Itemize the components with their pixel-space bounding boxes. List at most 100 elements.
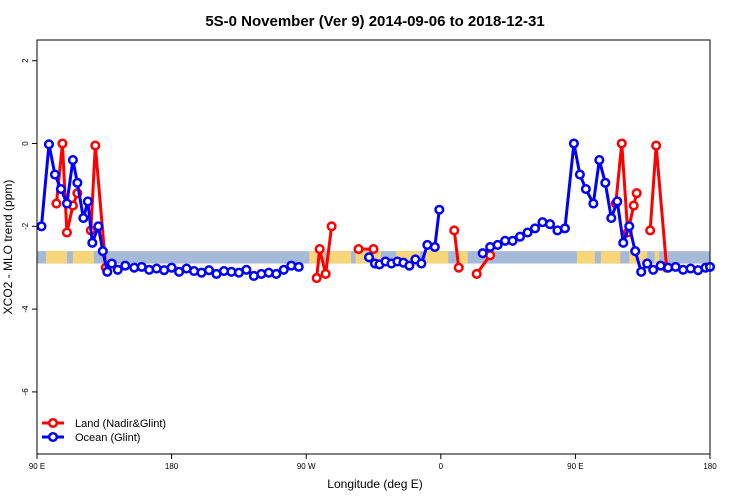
- data-point-land: [353, 244, 364, 255]
- legend-label-land: Land (Nadir&Glint): [75, 418, 166, 430]
- data-point-ocean: [102, 266, 113, 277]
- land-band-span: [600, 251, 621, 264]
- land-band-span: [425, 251, 449, 264]
- y-tick-label: -2: [21, 222, 30, 230]
- land-band-span: [654, 251, 660, 264]
- data-point-ocean: [544, 219, 556, 230]
- data-point-land: [61, 227, 72, 238]
- data-point-land: [51, 198, 62, 209]
- data-point-ocean: [49, 169, 60, 180]
- data-point-land: [628, 200, 639, 211]
- data-point-ocean: [416, 258, 427, 269]
- series-ocean: [36, 138, 716, 282]
- data-point-ocean: [580, 183, 591, 195]
- data-point-ocean: [241, 264, 252, 275]
- data-point-ocean: [278, 264, 289, 275]
- data-point-land: [311, 273, 322, 284]
- data-point-ocean: [293, 261, 304, 272]
- data-point-land: [314, 244, 325, 255]
- data-point-ocean: [404, 260, 415, 271]
- data-point-land: [320, 268, 331, 279]
- land-band-span: [327, 251, 352, 264]
- data-point-ocean: [67, 155, 78, 166]
- y-tick-label: -6: [21, 388, 30, 396]
- data-point-land: [651, 140, 662, 151]
- data-point-ocean: [120, 260, 131, 271]
- legend: Land (Nadir&Glint) Ocean (Glint): [42, 417, 166, 444]
- series-line-land: [315, 226, 334, 279]
- data-point-ocean: [630, 246, 641, 257]
- data-point-land: [645, 225, 656, 236]
- data-point-ocean: [203, 265, 215, 276]
- data-point-land: [449, 225, 460, 236]
- land-band-span: [576, 251, 595, 264]
- series-layer: [36, 138, 716, 284]
- data-point-ocean: [93, 221, 104, 232]
- chart-title: 5S-0 November (Ver 9) 2014-09-06 to 2018…: [205, 13, 544, 30]
- data-point-ocean: [559, 223, 570, 234]
- data-point-ocean: [568, 138, 579, 149]
- legend-marker-land: [47, 417, 59, 429]
- data-point-ocean: [61, 198, 72, 209]
- x-tick-label: 90 E: [567, 462, 583, 471]
- y-tick-label: -4: [21, 305, 30, 313]
- x-tick-label: 90 E: [29, 462, 45, 471]
- data-point-land: [368, 244, 379, 255]
- data-point-ocean: [594, 155, 605, 166]
- data-point-ocean: [363, 252, 375, 263]
- x-tick-label: 180: [703, 462, 717, 471]
- data-point-ocean: [618, 237, 629, 248]
- data-point-ocean: [434, 204, 445, 215]
- data-point-ocean: [166, 262, 177, 273]
- data-point-ocean: [574, 169, 585, 180]
- data-point-land: [57, 138, 68, 149]
- data-point-land: [453, 262, 464, 273]
- data-point-ocean: [522, 227, 533, 238]
- series-line-land: [648, 144, 669, 268]
- plot-area: [36, 39, 716, 455]
- x-axis: 90 E 180 90 W 0 90 E 180: [29, 453, 717, 471]
- legend-label-ocean: Ocean (Glint): [75, 432, 140, 444]
- data-point-ocean: [624, 221, 635, 232]
- data-point-ocean: [87, 237, 98, 248]
- data-point-ocean: [529, 223, 541, 234]
- data-point-ocean: [612, 196, 623, 207]
- data-point-ocean: [477, 248, 488, 259]
- data-point-ocean: [636, 266, 647, 277]
- data-point-land: [616, 138, 627, 149]
- data-point-ocean: [43, 139, 55, 150]
- data-point-ocean: [78, 212, 89, 224]
- data-point-ocean: [55, 183, 66, 195]
- data-point-land: [90, 140, 101, 151]
- data-point-ocean: [97, 246, 108, 257]
- land-band-span: [458, 251, 468, 264]
- land-band-span: [45, 251, 67, 264]
- data-point-land: [471, 268, 482, 279]
- data-point-ocean: [36, 221, 47, 232]
- y-tick-label: 2: [21, 58, 30, 63]
- data-point-ocean: [112, 264, 123, 275]
- x-axis-title: Longitude (deg E): [327, 477, 422, 491]
- data-point-land: [631, 188, 642, 199]
- data-point-ocean: [648, 264, 659, 275]
- legend-marker-ocean: [47, 431, 59, 443]
- data-point-ocean: [600, 177, 611, 188]
- data-point-ocean: [642, 258, 653, 269]
- data-point-ocean: [492, 239, 503, 250]
- x-tick-label: 0: [439, 462, 444, 471]
- x-tick-label: 90 W: [297, 462, 316, 471]
- data-point-ocean: [588, 198, 599, 209]
- data-point-ocean: [507, 235, 518, 246]
- series-line-land: [452, 230, 461, 268]
- land-band-span: [72, 251, 94, 264]
- data-point-ocean: [82, 196, 93, 207]
- y-tick-label: 0: [21, 141, 30, 146]
- data-point-ocean: [106, 258, 117, 269]
- y-axis: 2 0 -2 -4 -6: [21, 58, 38, 396]
- data-point-ocean: [515, 231, 526, 242]
- x-tick-label: 180: [165, 462, 179, 471]
- data-point-ocean: [72, 177, 83, 188]
- data-point-ocean: [606, 212, 617, 224]
- data-point-ocean: [271, 268, 282, 279]
